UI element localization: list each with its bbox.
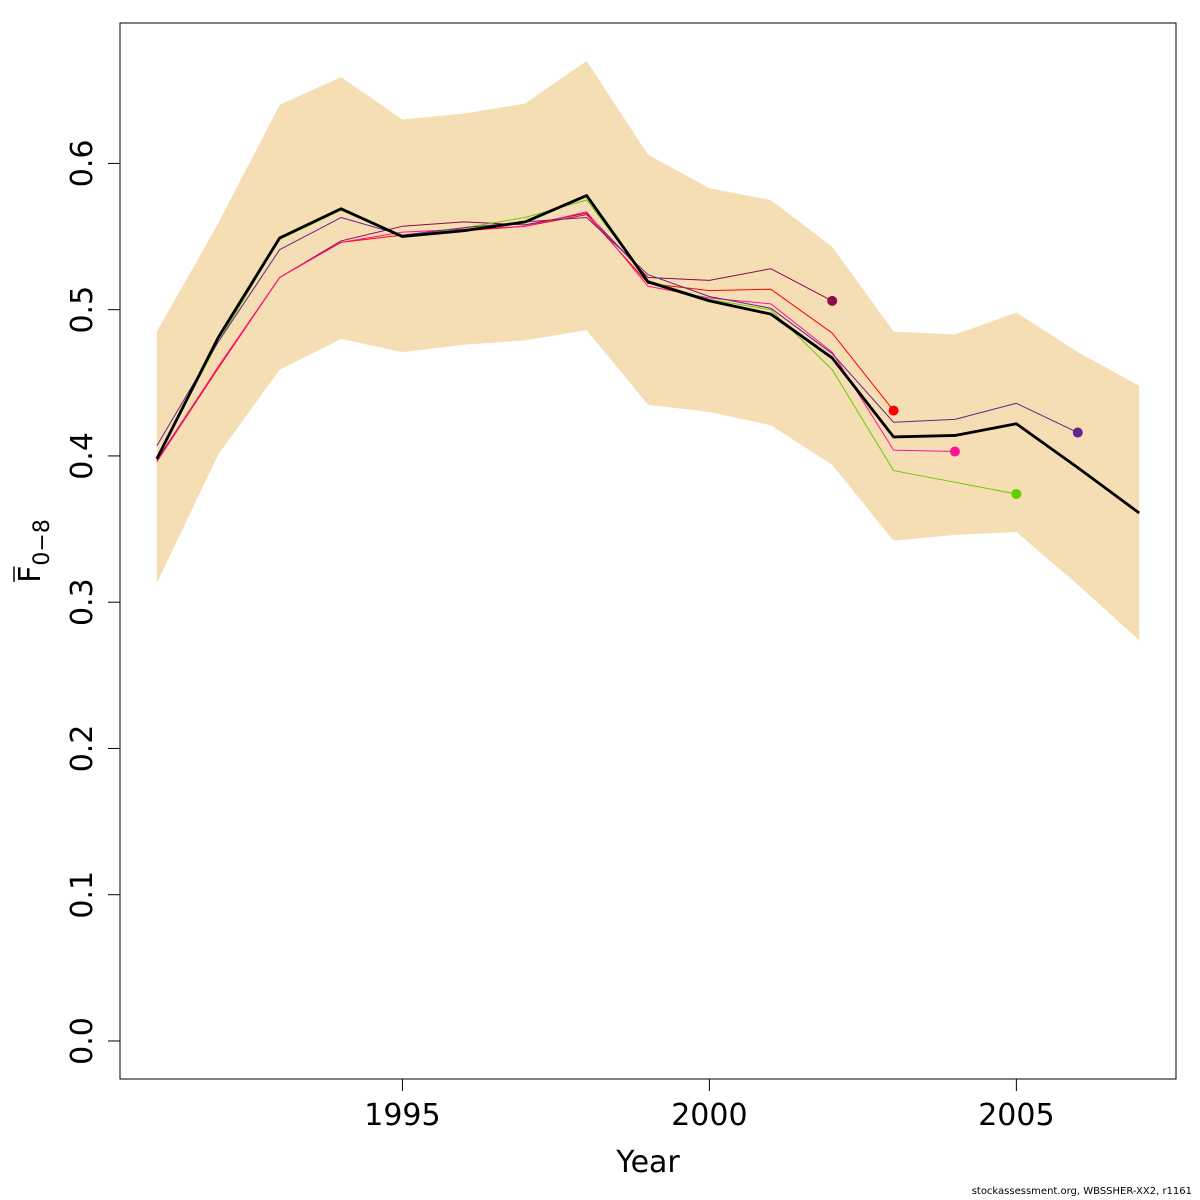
endpoint-marker-5	[1072, 427, 1083, 438]
y-tick-label: 0.6	[65, 140, 100, 188]
y-tick-label: 0.2	[65, 725, 100, 773]
svg-text:F0−8: F0−8	[13, 519, 55, 583]
x-tick-label: 2005	[978, 1098, 1054, 1133]
y-axis-title: F0−8	[13, 519, 55, 583]
endpoint-marker-4	[1011, 488, 1022, 499]
y-tick-label: 0.0	[65, 1017, 100, 1065]
y-axis-title-main: F	[13, 566, 48, 583]
series-line-3	[156, 211, 955, 463]
footer-credit: stockassessment.org, WBSSHER-XX2, r1161	[971, 1186, 1192, 1197]
x-tick-label: 2000	[671, 1098, 747, 1133]
series-line-6	[155, 194, 1140, 515]
endpoint-layer	[827, 295, 1083, 499]
y-tick-label: 0.5	[65, 286, 100, 334]
y-tick-label: 0.3	[65, 578, 100, 626]
series-layer	[155, 194, 1140, 515]
endpoint-marker-3	[949, 446, 960, 457]
endpoint-marker-1	[827, 295, 838, 306]
x-axis: 1995 2000 2005	[364, 1078, 1055, 1133]
y-axis-title-subscript: 0−8	[30, 519, 55, 565]
x-tick-label: 1995	[364, 1098, 440, 1133]
y-tick-label: 0.4	[65, 432, 100, 480]
series-line-5	[156, 217, 1078, 446]
confidence-band	[156, 61, 1140, 641]
y-tick-label: 0.1	[65, 871, 100, 919]
y-axis: 0.0 0.1 0.2 0.3 0.4 0.5 0.6	[65, 140, 121, 1065]
x-axis-title: Year	[615, 1145, 680, 1180]
endpoint-marker-2	[888, 405, 899, 416]
confidence-band-layer	[156, 61, 1140, 641]
